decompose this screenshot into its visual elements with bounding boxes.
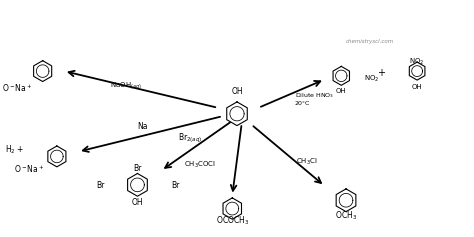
Text: OH: OH [132, 198, 143, 207]
Text: OH: OH [412, 84, 422, 90]
Text: chemistryscl.com: chemistryscl.com [346, 39, 394, 44]
Text: Na: Na [137, 122, 147, 131]
Text: NO$_2$: NO$_2$ [410, 57, 425, 67]
Text: CH$_3$COCl: CH$_3$COCl [183, 160, 216, 170]
Text: O$^-$Na$^+$: O$^-$Na$^+$ [14, 164, 45, 175]
Text: OCH$_3$: OCH$_3$ [335, 209, 357, 222]
Text: Br: Br [133, 164, 142, 173]
Text: NO$_2$: NO$_2$ [364, 73, 380, 84]
Text: Br: Br [96, 181, 104, 190]
Text: +: + [377, 68, 384, 78]
Text: NaOH$_{(aq)}$: NaOH$_{(aq)}$ [109, 80, 142, 91]
Text: Br: Br [172, 181, 180, 190]
Text: OH: OH [336, 88, 346, 94]
Text: O$^-$Na$^+$: O$^-$Na$^+$ [2, 82, 33, 94]
Text: OCOCH$_3$: OCOCH$_3$ [216, 214, 249, 227]
Text: Dilute HNO$_3$
20°C: Dilute HNO$_3$ 20°C [295, 91, 334, 106]
Text: Br$_{2(aq)}$: Br$_{2(aq)}$ [178, 132, 202, 145]
Text: OH: OH [231, 87, 243, 96]
Text: H$_2$ +: H$_2$ + [5, 143, 24, 155]
Text: CH$_3$Cl: CH$_3$Cl [296, 157, 318, 168]
